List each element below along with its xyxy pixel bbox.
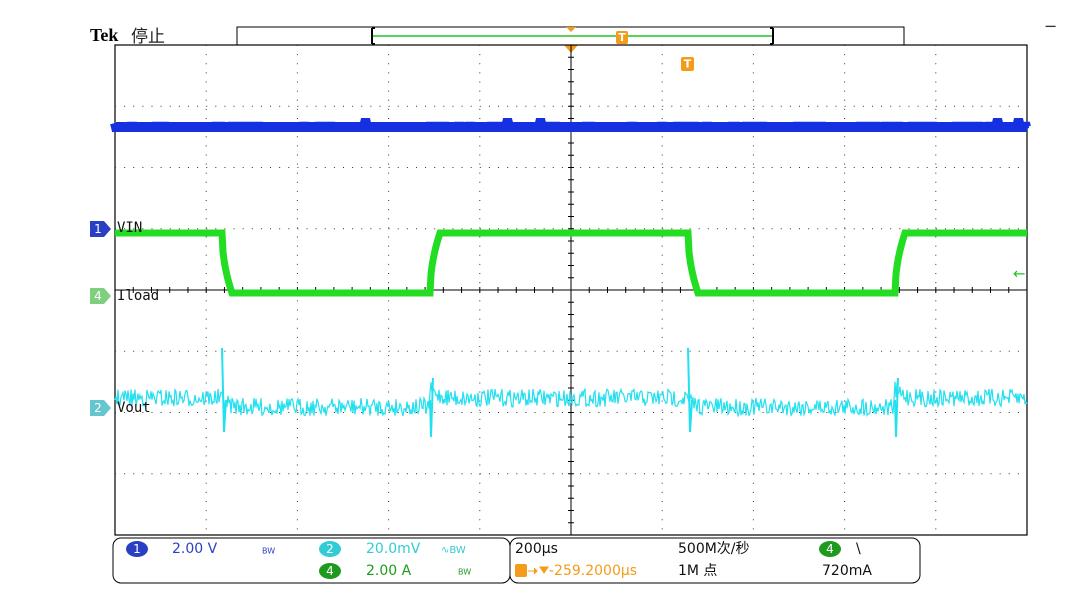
ch2-marker-text: 2 (94, 401, 102, 415)
ch4-marker (90, 288, 111, 304)
trigger-level-text: T (684, 58, 692, 71)
ch4-scale: 2.00 A (366, 563, 412, 579)
trig-pos-icon (515, 564, 527, 577)
ch2-spike (221, 347, 227, 433)
timebase-panel (509, 537, 921, 584)
ch1-trace (110, 118, 1031, 132)
ch4-badge-text: 4 (326, 564, 334, 578)
status: 停止 (131, 27, 165, 47)
trigger-level-icon (681, 57, 694, 71)
view-window (371, 27, 774, 45)
ch2-badge-text: 2 (326, 542, 334, 556)
trig-badge-text: 4 (826, 542, 834, 556)
ch1-marker (90, 221, 111, 237)
ch4-label: Iload (117, 288, 159, 304)
trigger-slope: \ (856, 541, 861, 557)
ch2-spike (687, 347, 693, 433)
trigger-pos (566, 27, 576, 32)
ch4-bw: BW (458, 568, 471, 577)
sample-rate: 500M次/秒 (678, 541, 750, 557)
ch1-badge-text: 1 (133, 542, 141, 556)
ch2-marker (90, 400, 111, 416)
record-length: 1M 点 (678, 563, 717, 579)
brand: Tek (90, 25, 118, 45)
ch2-label: Vout (117, 400, 151, 416)
ch2-scale: 20.0mV (366, 541, 421, 557)
trig-badge (819, 541, 841, 557)
ch2-badge (319, 541, 341, 557)
ch4-marker-text: 4 (94, 289, 102, 303)
ch2-bw: ∿BW (441, 545, 466, 556)
ch2-spike (429, 377, 434, 438)
ch1-marker-text: 1 (94, 222, 102, 236)
right-arrow: ← (1013, 265, 1026, 283)
ch1-badge (126, 541, 148, 557)
trigger-level: 720mA (822, 563, 872, 579)
timebase: 200µs (515, 541, 558, 557)
trigger-position: -259.2000µs (549, 563, 637, 579)
trigger-icon (616, 31, 628, 44)
trigger-icon-text: T (618, 31, 626, 44)
ch4-badge (319, 563, 341, 579)
ch4-trace (115, 229, 1027, 297)
traces (110, 118, 1031, 438)
trig-pos-arrows (528, 566, 549, 575)
ch1-label: VIN (117, 220, 142, 236)
ch2-trace (114, 381, 1028, 418)
ch1-scale: 2.00 V (172, 541, 218, 557)
top-mark: − (1044, 17, 1057, 36)
ch2-spike (894, 377, 899, 438)
ch1-bw: BW (262, 547, 275, 556)
